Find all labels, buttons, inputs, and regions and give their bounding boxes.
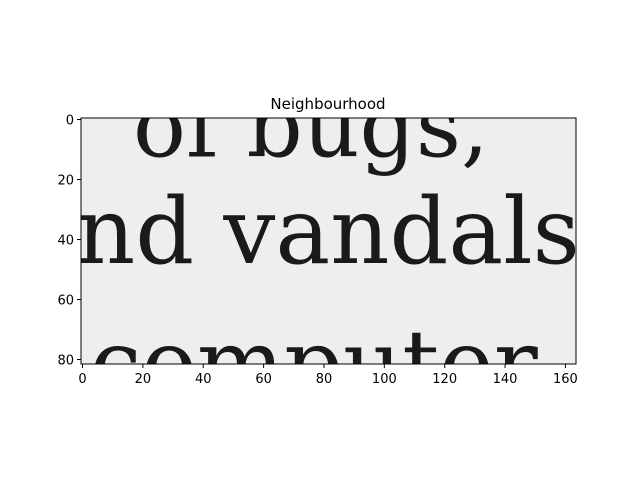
x-tick-label: 40	[195, 372, 212, 387]
y-axis: 0 20 40 60 80	[57, 114, 81, 369]
image-area: of bugs,nd vandals. computer	[76, 75, 609, 417]
y-tick-label: 60	[57, 294, 74, 309]
scanned-text-line: of bugs,	[133, 75, 489, 178]
scanned-text-line: nd vandals.	[76, 178, 609, 285]
x-tick-label: 60	[255, 372, 272, 387]
x-tick-label: 100	[372, 372, 397, 387]
y-tick-label: 20	[57, 174, 74, 189]
x-axis: 0 20 40 60 80 100 120 140 160	[78, 364, 578, 387]
x-tick-label: 0	[78, 372, 86, 387]
y-tick-label: 40	[57, 234, 74, 249]
plot-frame	[80, 117, 577, 365]
scanned-text-lines: of bugs,nd vandals. computer	[76, 75, 609, 417]
x-tick-label: 20	[135, 372, 152, 387]
x-tick-label: 120	[432, 372, 457, 387]
x-tick-label: 140	[493, 372, 518, 387]
x-tick-label: 80	[316, 372, 333, 387]
chart-title: Neighbourhood	[270, 95, 385, 113]
x-tick-label: 160	[553, 372, 578, 387]
y-tick-label: 80	[57, 354, 74, 369]
scanned-text-line: computer	[90, 310, 538, 417]
paper-background	[81, 118, 576, 364]
y-tick-label: 0	[66, 114, 74, 129]
